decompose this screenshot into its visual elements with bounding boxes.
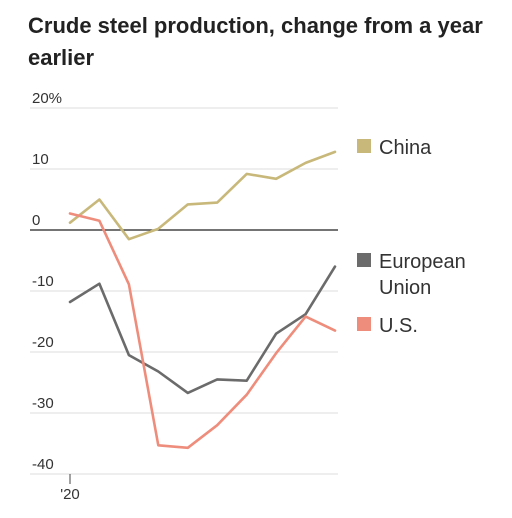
y-tick-label: 10 (32, 151, 49, 168)
series-line-u-s (68, 212, 337, 450)
y-tick-label: -20 (32, 334, 54, 351)
y-tick-label: -40 (32, 456, 54, 473)
y-tick-label: -30 (32, 395, 54, 412)
y-tick-label: 20% (32, 90, 62, 107)
series-line-china (68, 150, 337, 241)
legend-label-u-s: U.S. (379, 315, 418, 337)
y-tick-label: -10 (32, 273, 54, 290)
legend-label-china: China (379, 137, 432, 159)
legend-swatch-china (357, 139, 371, 153)
legend-label-european-union: Union (379, 277, 431, 299)
y-tick-label: 0 (32, 212, 40, 229)
legend-swatch-u-s (357, 317, 371, 331)
series-line-european-union (68, 265, 337, 395)
chart-title: Crude steel production, change from a ye… (28, 13, 483, 70)
x-tick-label: '20 (60, 486, 80, 503)
legend-label-european-union: European (379, 251, 466, 273)
legend-swatch-european-union (357, 253, 371, 267)
